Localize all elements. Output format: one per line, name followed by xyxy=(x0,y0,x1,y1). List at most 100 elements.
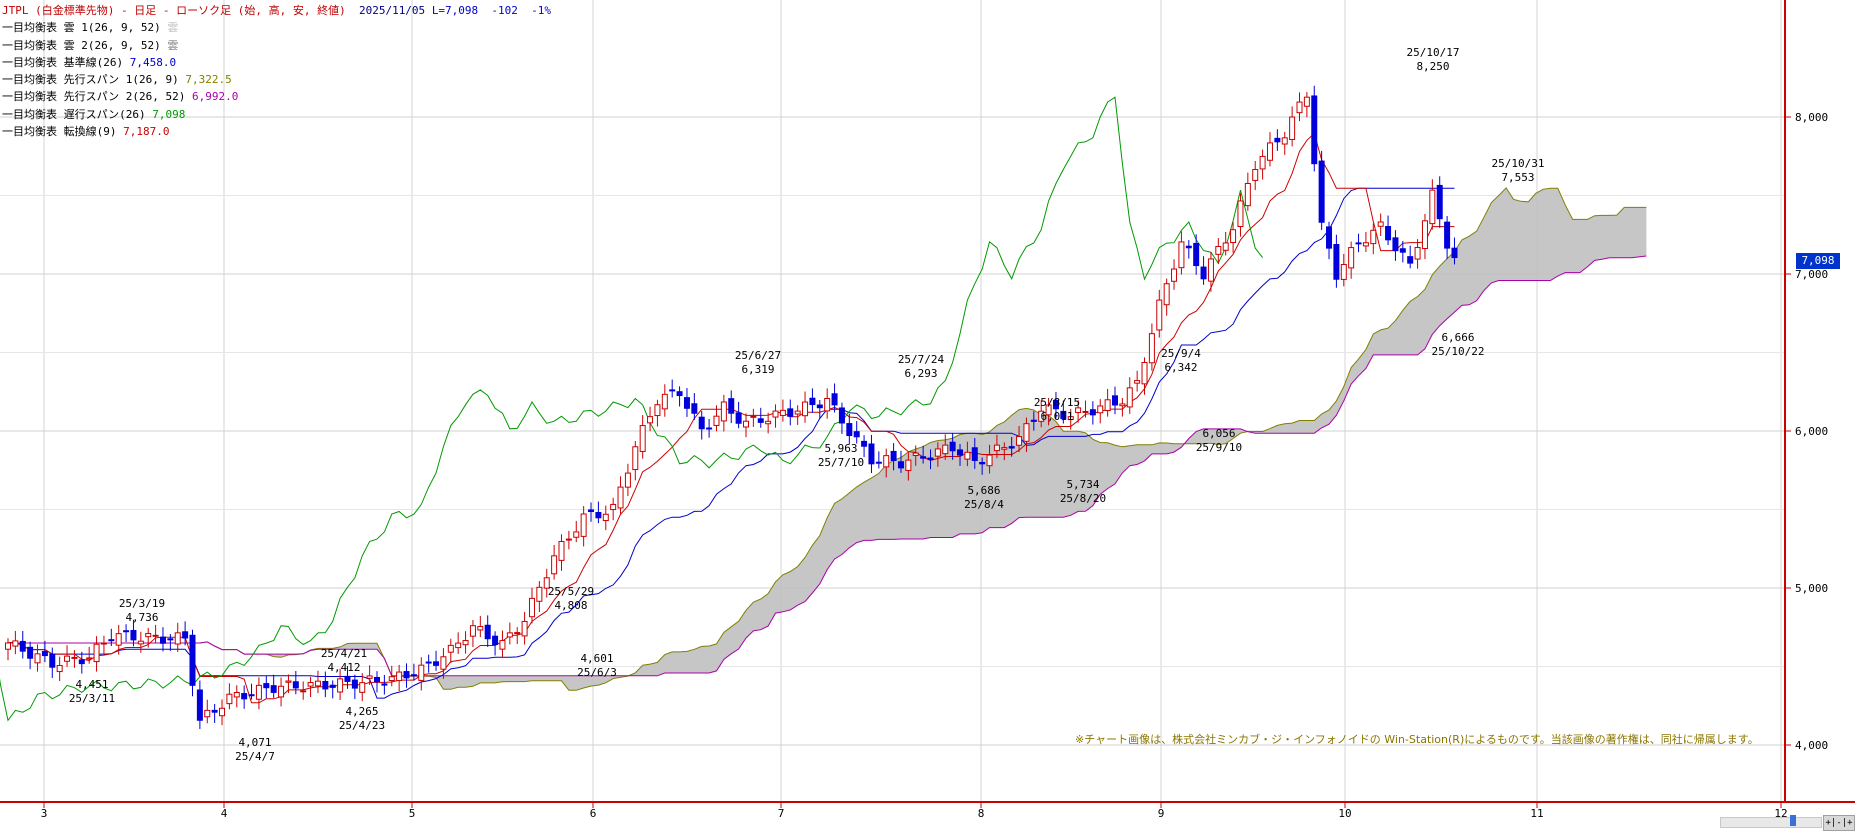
candle-body xyxy=(934,448,941,457)
candle-body xyxy=(1385,226,1392,241)
candle-body xyxy=(469,625,476,637)
candle-body xyxy=(241,693,248,700)
candle-body xyxy=(182,631,189,639)
candle-body xyxy=(374,676,380,683)
candle-body xyxy=(824,397,831,412)
senkou-span-1-line xyxy=(8,187,1647,691)
annotation-date: 25/7/10 xyxy=(818,456,864,469)
annotation-value: 4,265 xyxy=(345,705,378,718)
price-change: -102 xyxy=(491,4,518,17)
candle-body xyxy=(115,633,122,646)
annotation-date: 25/7/24 xyxy=(898,353,945,366)
annotation-value: 7,553 xyxy=(1501,171,1534,184)
candle-body xyxy=(765,420,772,425)
candle-body xyxy=(750,415,757,418)
candle-body xyxy=(86,657,93,660)
candle-body xyxy=(1370,229,1377,245)
candle-body xyxy=(897,461,904,469)
legend-value: 7,458.0 xyxy=(129,55,177,69)
candle-body xyxy=(418,664,425,681)
legend-label: 一目均衡表 先行スパン 2(26, 52) xyxy=(2,90,186,104)
candle-body xyxy=(1038,410,1045,422)
candle-body xyxy=(322,680,329,690)
candle-body xyxy=(1377,221,1384,227)
annotation-date: 25/8/4 xyxy=(964,498,1004,511)
x-tick-label: 6 xyxy=(590,807,597,820)
candle-body xyxy=(543,577,550,589)
x-tick-label: 8 xyxy=(978,807,985,820)
candle-body xyxy=(905,459,912,471)
candle-body xyxy=(1259,155,1266,170)
candle-body xyxy=(137,640,144,645)
candle-body xyxy=(565,538,572,541)
candle-body xyxy=(647,416,654,424)
zoom-buttons[interactable]: +|-|+ xyxy=(1823,815,1855,831)
candle-body xyxy=(691,403,698,414)
annotation-date: 25/10/31 xyxy=(1492,157,1545,170)
candle-body xyxy=(1104,399,1111,412)
candle-body xyxy=(1089,409,1096,416)
candle-body xyxy=(1281,137,1288,145)
candle-body xyxy=(27,646,34,659)
annotation-value: 6,666 xyxy=(1441,331,1474,344)
legend-label: 一目均衡表 転換線(9) xyxy=(2,125,117,139)
candle-body xyxy=(492,635,499,645)
legend-item[interactable]: 一目均衡表 遅行スパン(26) 7,098 xyxy=(2,106,551,123)
candle-body xyxy=(1230,229,1237,244)
annotation-date: 25/9/10 xyxy=(1196,441,1242,454)
legend-item[interactable]: 一目均衡表 雲 1(26, 9, 52) 雲 xyxy=(2,19,551,36)
candle-body xyxy=(602,513,609,522)
legend-item[interactable]: 一目均衡表 基準線(26) 7,458.0 xyxy=(2,54,551,71)
x-tick-label: 5 xyxy=(409,807,416,820)
horizontal-scrollbar[interactable] xyxy=(1720,817,1822,828)
candle-body xyxy=(433,661,440,666)
candle-body xyxy=(307,682,314,687)
candle-body xyxy=(477,626,484,631)
candle-body xyxy=(1274,137,1281,143)
candle-body xyxy=(1134,380,1141,384)
candle-body xyxy=(19,640,26,652)
candle-body xyxy=(1451,247,1458,259)
candle-body xyxy=(1112,395,1118,406)
candle-body xyxy=(403,671,410,679)
scrollbar-thumb[interactable] xyxy=(1790,815,1796,826)
legend-item[interactable]: 一目均衡表 先行スパン 2(26, 52) 6,992.0 xyxy=(2,88,551,105)
annotation-date: 25/10/17 xyxy=(1407,46,1460,59)
candle-body xyxy=(1097,405,1104,414)
candle-body xyxy=(1052,399,1059,410)
annotation-date: 25/5/29 xyxy=(548,585,594,598)
senkou-span-2-line xyxy=(8,255,1647,677)
candle-body xyxy=(683,397,690,409)
annotation-value: 6,319 xyxy=(741,363,774,376)
candle-body xyxy=(248,694,255,697)
candle-body xyxy=(196,689,203,721)
legend-value: 雲 xyxy=(167,38,179,52)
candle-body xyxy=(1045,404,1052,416)
candle-body xyxy=(285,680,292,683)
candle-body xyxy=(270,685,277,693)
candle-body xyxy=(425,661,432,664)
annotation-value: 4,071 xyxy=(238,736,271,749)
legend-label: 一目均衡表 先行スパン 1(26, 9) xyxy=(2,73,179,87)
candle-body xyxy=(1060,410,1067,419)
candle-body xyxy=(410,674,417,677)
candle-body xyxy=(1326,226,1333,249)
y-tick-label: 8,000 xyxy=(1795,111,1828,124)
candle-body xyxy=(49,653,56,668)
candle-body xyxy=(1030,419,1037,422)
last-price: L=7,098 xyxy=(431,4,479,17)
candle-body xyxy=(300,690,307,693)
legend-item[interactable]: 一目均衡表 雲 2(26, 9, 52) 雲 xyxy=(2,37,551,54)
candle-body xyxy=(610,503,617,511)
candle-body xyxy=(868,443,875,465)
legend-label: 一目均衡表 基準線(26) xyxy=(2,55,124,69)
legend-item[interactable]: 一目均衡表 先行スパン 1(26, 9) 7,322.5 xyxy=(2,71,551,88)
legend-item[interactable]: 一目均衡表 転換線(9) 7,187.0 xyxy=(2,123,551,140)
candle-body xyxy=(1207,258,1214,282)
candle-body xyxy=(521,620,528,637)
candle-body xyxy=(698,416,705,430)
candle-body xyxy=(64,655,71,662)
annotation-value: 5,686 xyxy=(967,484,1000,497)
